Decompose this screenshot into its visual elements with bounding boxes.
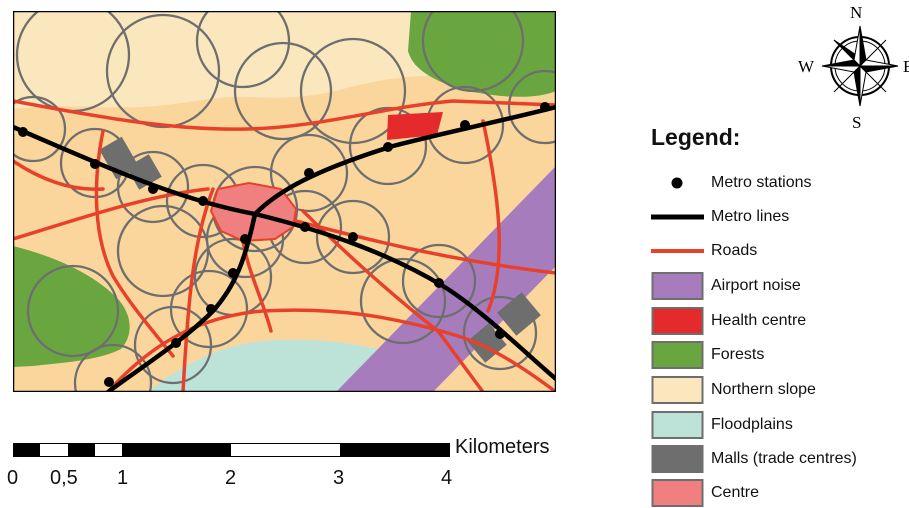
legend-label: Metro stations <box>711 174 812 191</box>
legend-label: Floodplains <box>711 416 793 433</box>
legend-label: Health centre <box>711 312 807 329</box>
map-frame <box>13 11 556 392</box>
legend-label: Airport noise <box>711 277 801 294</box>
legend-label: Northern slope <box>711 381 816 398</box>
legend-swatch-centre <box>651 479 704 507</box>
compass-west-label: W <box>798 57 815 76</box>
north-arrow: N W E S <box>796 4 909 132</box>
scale-bar: Kilometers 0 0,5 1 2 3 4 <box>0 430 600 490</box>
scale-tick-4: 4 <box>441 467 453 489</box>
scale-tick-3: 3 <box>333 467 345 489</box>
scale-tick-1: 1 <box>117 467 129 489</box>
legend-item-forests: Forests <box>651 340 909 370</box>
roads <box>13 99 556 392</box>
legend-item-northern-slope: Northern slope <box>651 375 909 405</box>
legend-label: Centre <box>711 484 760 501</box>
legend-swatch-floodplains <box>651 411 704 439</box>
compass-rose-icon <box>821 25 899 107</box>
metro-stations <box>18 102 550 387</box>
legend-item-metro-lines: Metro lines <box>651 202 909 232</box>
legend-swatch-malls <box>651 445 704 473</box>
compass-east-label: E <box>903 57 909 76</box>
health-centre-area <box>387 112 443 140</box>
legend-symbol-road-icon <box>651 249 704 253</box>
legend-item-airport-noise: Airport noise <box>651 271 909 301</box>
legend-label: Malls (trade centres) <box>711 450 857 467</box>
legend-label: Forests <box>711 346 765 363</box>
legend-swatch-forests <box>651 341 704 369</box>
legend-item-health-centre: Health centre <box>651 306 909 336</box>
legend-title: Legend: <box>651 124 741 150</box>
forest-area-west <box>13 246 130 367</box>
legend-swatch-health-centre <box>651 307 704 335</box>
compass-south-label: S <box>852 113 862 132</box>
legend-item-floodplains: Floodplains <box>651 410 909 440</box>
malls <box>99 136 541 363</box>
airport-noise-area <box>336 166 556 392</box>
compass-north-label: N <box>850 3 863 22</box>
legend-swatch-northern-slope <box>651 376 704 404</box>
map-border <box>13 11 556 392</box>
legend-item-metro-stations: Metro stations <box>651 168 909 198</box>
legend-symbol-metro-line-icon <box>651 214 704 220</box>
legend-label: Roads <box>711 242 758 259</box>
metro-lines <box>13 104 556 392</box>
scale-tick-0-5: 0,5 <box>50 467 78 489</box>
mall-east <box>497 292 541 336</box>
scale-bar-graphic <box>13 443 450 457</box>
legend-item-malls: Malls (trade centres) <box>651 444 909 474</box>
legend-swatch-airport-noise <box>651 272 704 300</box>
legend-label: Metro lines <box>711 208 790 225</box>
legend-item-roads: Roads <box>651 236 909 266</box>
legend-symbol-metro-station-icon <box>671 177 683 189</box>
scale-tick-0: 0 <box>7 467 19 489</box>
mall-west-2 <box>126 154 162 190</box>
legend-item-centre: Centre <box>651 478 909 508</box>
scale-tick-2: 2 <box>225 467 237 489</box>
forest-area-north <box>408 11 556 97</box>
scale-unit-label: Kilometers <box>455 436 550 458</box>
